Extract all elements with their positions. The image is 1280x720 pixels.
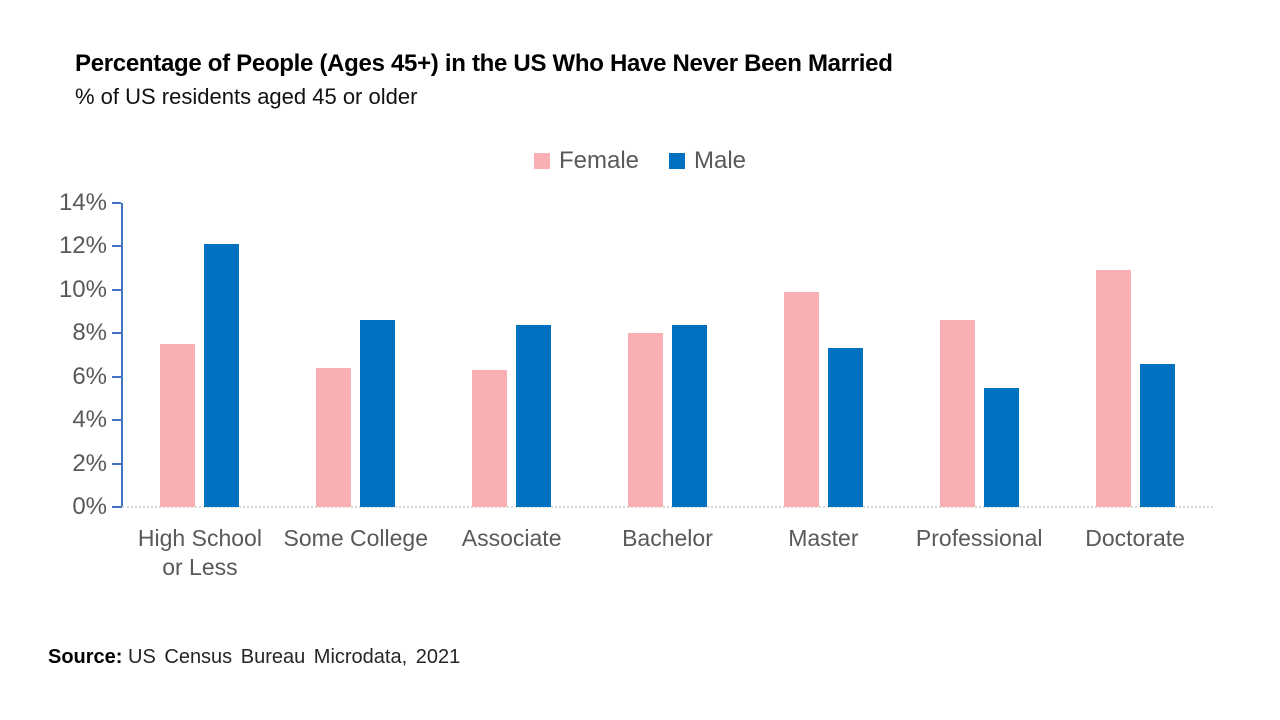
y-tick-label: 6% [72,362,107,390]
bar-female-2 [472,370,508,507]
y-tick [112,419,121,422]
legend-item-female: Female [533,147,639,175]
x-category-label-4: Master [788,525,859,551]
y-tick [112,245,121,248]
chart-subtitle: % of US residents aged 45 or older [75,84,418,109]
x-category-label-5: Professional [915,525,1043,551]
legend-swatch-female-icon [533,153,550,169]
y-tick-label: 10% [58,275,107,303]
y-tick [112,288,121,291]
legend: Female Male [0,146,1280,176]
bar-male-3 [672,324,707,507]
bar-male-5 [983,387,1019,507]
bar-male-0 [204,244,240,507]
y-tick [112,462,121,465]
y-tick [112,202,121,204]
y-tick-label: 4% [72,406,107,434]
y-tick-label: 2% [72,449,107,477]
x-category-label-1: Some College [283,525,428,551]
source-label: Source: [48,646,123,668]
y-tick-label: 8% [72,319,107,347]
bar-male-4 [827,348,863,507]
x-category-label-2: Associate [461,525,562,551]
bar-female-1 [316,368,352,507]
bar-female-6 [1095,270,1131,507]
bar-male-2 [516,324,552,507]
x-category-label-0: High School or Less [137,525,262,580]
y-tick-label: 0% [72,493,107,520]
y-tick [112,332,121,335]
chart-title: Percentage of People (Ages 45+) in the U… [75,50,893,77]
bar-female-5 [939,320,975,507]
x-axis-baseline [122,506,1213,508]
y-tick-label: 12% [58,232,107,260]
bar-female-4 [783,292,819,507]
source-note: Source: US Census Bureau Microdata, 2021 [48,646,460,669]
bar-female-0 [160,344,196,507]
y-tick-label: 14% [58,189,107,216]
legend-label-female: Female [558,147,639,174]
legend-item-male: Male [669,147,746,175]
bar-female-3 [628,333,663,507]
x-category-label-3: Bachelor [622,525,713,551]
legend-label-male: Male [694,147,747,174]
bar-male-6 [1139,363,1175,507]
x-category-label-6: Doctorate [1085,525,1185,551]
y-tick [112,506,121,508]
legend-swatch-male-icon [669,153,685,169]
y-axis-line [121,203,123,508]
y-tick [112,375,121,378]
source-text: US Census Bureau Microdata, 2021 [128,646,461,668]
bar-male-1 [360,320,396,507]
